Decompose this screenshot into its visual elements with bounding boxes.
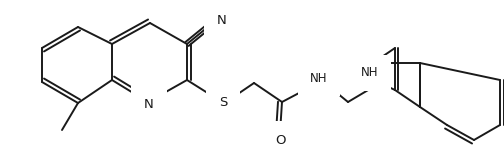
Text: N: N (217, 14, 227, 27)
Text: N: N (144, 98, 154, 111)
Text: S: S (219, 97, 227, 110)
Text: O: O (276, 134, 286, 148)
Text: NH: NH (361, 66, 379, 80)
Text: NH: NH (310, 71, 328, 84)
